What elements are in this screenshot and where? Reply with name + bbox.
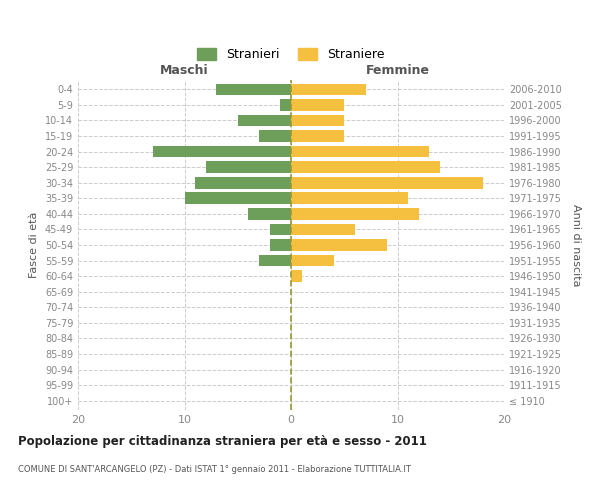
Bar [291,162,440,173]
Legend: Stranieri, Straniere: Stranieri, Straniere [193,44,389,66]
Bar [185,192,291,204]
Bar [152,146,291,158]
Bar [291,192,408,204]
Bar [270,224,291,235]
Text: Femmine: Femmine [365,64,430,76]
Bar [291,208,419,220]
Text: Popolazione per cittadinanza straniera per età e sesso - 2011: Popolazione per cittadinanza straniera p… [18,435,427,448]
Bar [259,130,291,142]
Bar [291,239,387,251]
Bar [291,224,355,235]
Bar [291,130,344,142]
Bar [291,146,430,158]
Bar [291,114,344,126]
Bar [195,177,291,188]
Bar [291,270,302,282]
Text: COMUNE DI SANT'ARCANGELO (PZ) - Dati ISTAT 1° gennaio 2011 - Elaborazione TUTTIT: COMUNE DI SANT'ARCANGELO (PZ) - Dati IST… [18,465,411,474]
Bar [217,84,291,95]
Bar [259,254,291,266]
Y-axis label: Anni di nascita: Anni di nascita [571,204,581,286]
Bar [248,208,291,220]
Text: Maschi: Maschi [160,64,209,76]
Bar [270,239,291,251]
Bar [291,177,483,188]
Bar [291,84,365,95]
Bar [291,254,334,266]
Bar [206,162,291,173]
Bar [238,114,291,126]
Bar [280,99,291,110]
Bar [291,99,344,110]
Y-axis label: Fasce di età: Fasce di età [29,212,39,278]
